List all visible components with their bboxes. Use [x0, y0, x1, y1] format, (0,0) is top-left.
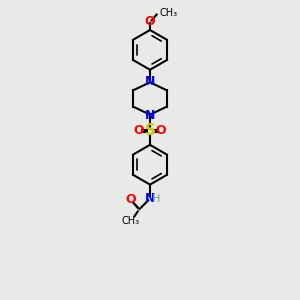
- Text: O: O: [134, 124, 144, 137]
- Text: N: N: [145, 75, 155, 88]
- Text: CH₃: CH₃: [122, 216, 140, 226]
- Text: N: N: [145, 109, 155, 122]
- Text: N: N: [145, 192, 155, 205]
- Text: H: H: [152, 194, 160, 204]
- Text: S: S: [145, 123, 155, 138]
- Text: CH₃: CH₃: [160, 8, 178, 18]
- Text: O: O: [156, 124, 167, 137]
- Text: O: O: [145, 15, 155, 28]
- Text: O: O: [126, 193, 136, 206]
